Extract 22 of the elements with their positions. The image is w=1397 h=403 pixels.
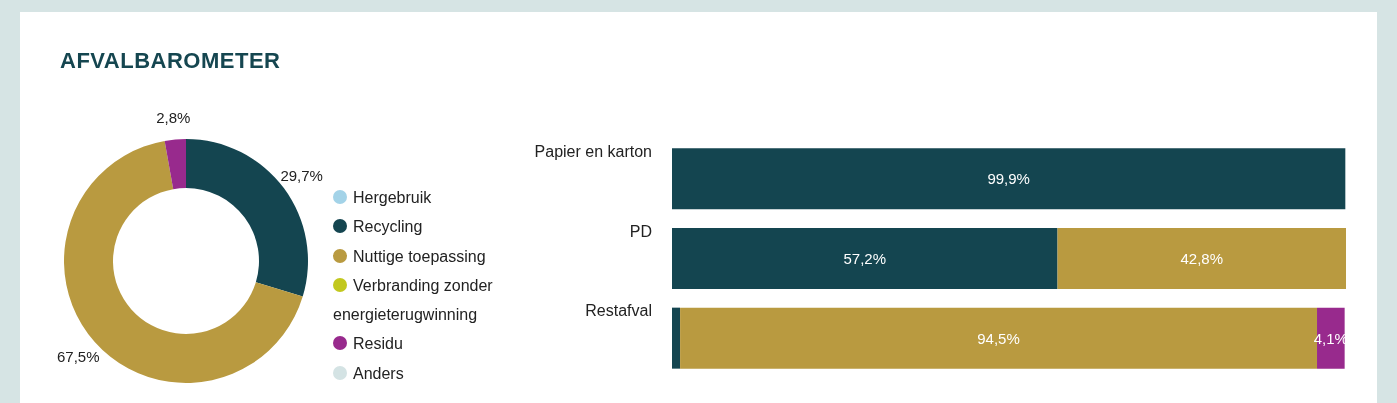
data-label: 42,8%: [1180, 249, 1224, 267]
bar: [1057, 227, 1346, 289]
donut-slice: [164, 139, 186, 190]
data-label: 67,5%: [57, 348, 100, 366]
data-label: 99,9%: [987, 170, 1030, 188]
bar: [672, 307, 681, 369]
legend-label: Hergebruik: [352, 188, 433, 208]
y-tick-label: Papier en karton: [534, 142, 652, 160]
chart-title: AFVALBAROMETER: [60, 48, 281, 74]
data-label: 2,8%: [156, 109, 191, 127]
bar: [672, 148, 1346, 210]
data-label: 57,2%: [843, 249, 887, 267]
legend-label: Nuttige toepassing: [352, 246, 487, 267]
legend-label: Anders: [352, 363, 405, 384]
legend-label: Residu: [352, 334, 404, 355]
data-label: 94,5%: [977, 329, 1020, 347]
y-tick-label: PD: [629, 222, 652, 240]
bar: [672, 227, 1058, 289]
legend-label: Verbranding zonder energieterugwinning: [333, 275, 494, 326]
legend-label: Recycling: [352, 217, 424, 238]
data-label: 29,7%: [280, 166, 323, 184]
y-tick-label: Restafval: [585, 302, 652, 320]
